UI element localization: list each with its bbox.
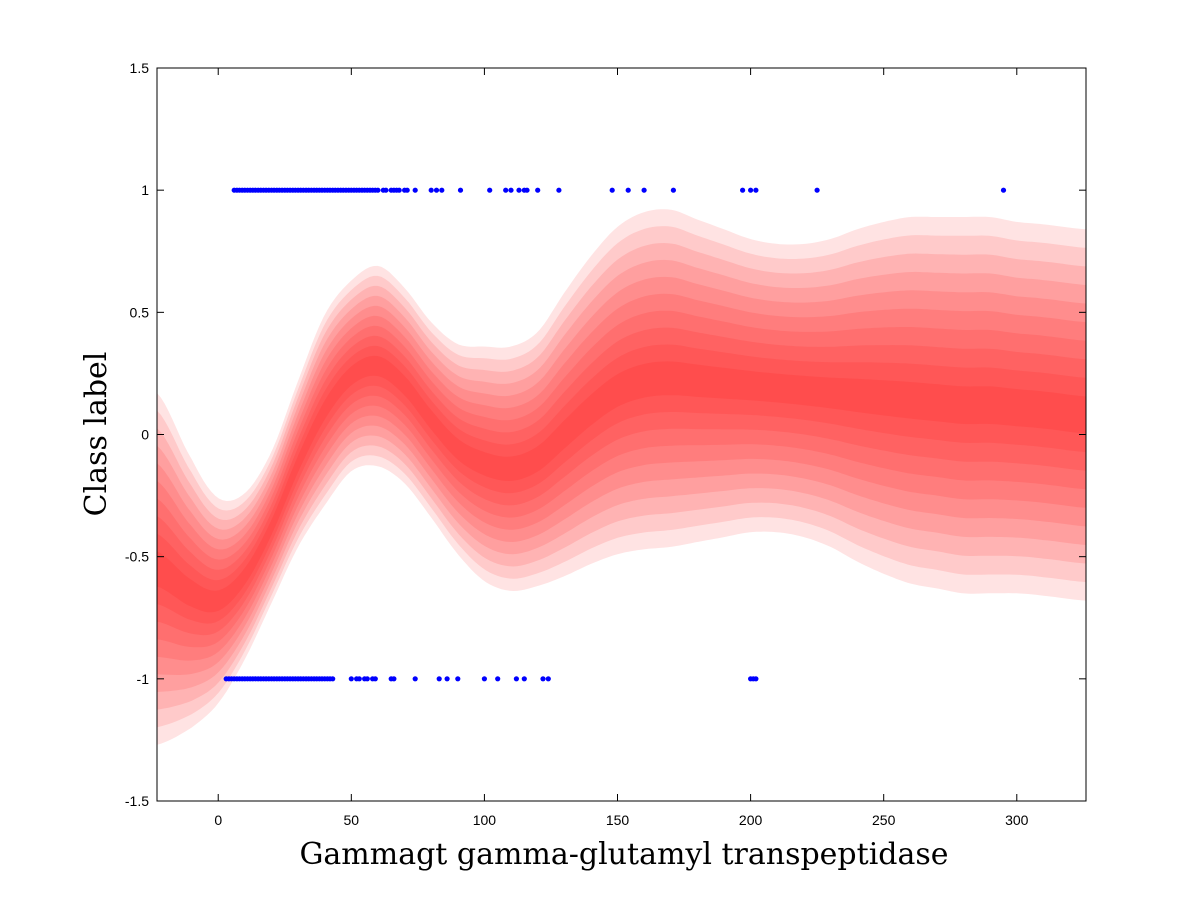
confidence-band-5 (157, 276, 1086, 675)
data-point (433, 187, 440, 193)
data-point (481, 676, 487, 682)
data-point (753, 676, 759, 682)
x-tick-label: 100 (473, 812, 497, 828)
data-point (513, 676, 520, 682)
y-axis: -1.5 -1 -0.5 0 0.5 1 1.5 (125, 60, 1086, 809)
data-point (428, 187, 434, 193)
data-point (814, 187, 820, 193)
uncertainty-bands (157, 209, 1086, 745)
x-tick-label: 0 (214, 812, 222, 828)
data-point (540, 676, 546, 682)
data-point (383, 187, 389, 193)
data-point (556, 187, 562, 193)
data-point (396, 187, 402, 193)
data-point (521, 676, 527, 682)
x-tick-label: 250 (872, 812, 896, 828)
confidence-band-7 (157, 310, 1086, 648)
data-point (753, 187, 759, 193)
data-point (330, 676, 336, 682)
confidence-band-1 (157, 209, 1086, 745)
data-point (457, 187, 464, 193)
y-tick-label: -0.5 (125, 549, 149, 565)
confidence-band-6 (157, 293, 1086, 661)
data-point (508, 187, 514, 193)
data-point (348, 676, 354, 682)
data-points (223, 187, 1007, 682)
confidence-band-4 (157, 259, 1086, 692)
y-axis-label: Class label (79, 352, 114, 517)
y-tick-label: 0 (141, 427, 149, 443)
data-point (455, 676, 461, 682)
data-point (641, 187, 647, 193)
data-point (516, 187, 522, 193)
x-axis: 0 50 100 150 200 250 300 (214, 68, 1029, 828)
x-tick-label: 300 (1005, 812, 1029, 828)
data-point (412, 187, 418, 193)
data-point (487, 187, 493, 193)
data-point (356, 676, 362, 682)
data-point (535, 187, 541, 193)
confidence-band-2 (157, 226, 1086, 728)
data-point (748, 187, 754, 193)
data-point (503, 187, 509, 193)
x-tick-label: 150 (606, 812, 630, 828)
data-point (524, 187, 530, 193)
y-tick-label: 0.5 (130, 304, 150, 320)
data-point (439, 187, 445, 193)
confidence-band-8 (157, 327, 1086, 636)
y-tick-label: 1.5 (130, 60, 150, 76)
confidence-band-9 (157, 344, 1086, 624)
data-point (412, 676, 418, 682)
data-point (391, 676, 397, 682)
y-tick-label: 1 (141, 182, 149, 198)
data-point (404, 187, 410, 193)
data-point (372, 676, 378, 682)
confidence-band-3 (157, 243, 1086, 710)
data-point (545, 676, 551, 682)
data-point (740, 187, 746, 193)
x-tick-label: 200 (739, 812, 763, 828)
data-point (609, 187, 615, 193)
data-point (444, 676, 450, 682)
x-tick-label: 50 (344, 812, 360, 828)
y-tick-label: -1.5 (125, 793, 149, 809)
data-point (436, 676, 442, 682)
data-point (364, 676, 370, 682)
data-point (495, 676, 501, 682)
data-point (625, 187, 631, 193)
y-tick-label: -1 (137, 671, 150, 687)
data-point (375, 187, 381, 193)
x-axis-label: Gammagt gamma-glutamyl transpeptidase (299, 837, 948, 872)
data-point (670, 187, 677, 193)
data-point (1000, 187, 1007, 193)
